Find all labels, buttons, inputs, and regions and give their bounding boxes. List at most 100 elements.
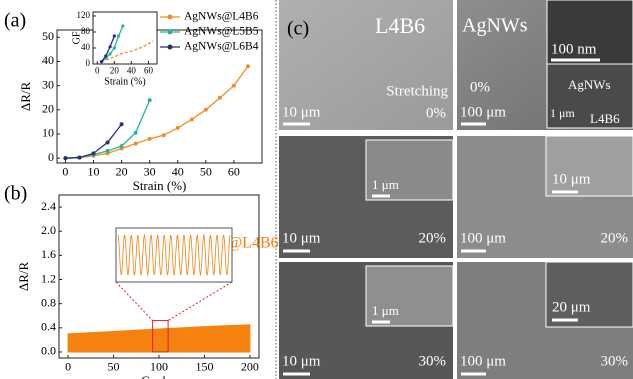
x-tick-label: 60 [144,65,154,75]
image-label: Stretching [386,83,448,99]
marker [104,54,108,58]
scale-label: 100 μm [460,230,506,246]
inset-image [365,265,454,327]
panel-label: (a) [4,10,26,32]
marker [91,151,96,156]
marker [203,107,208,112]
plot-frame [56,29,263,164]
y-axis-label: ΔR/R [18,82,33,112]
scale-label: 100 nm [551,41,597,57]
scale-label: 10 μm [552,171,591,187]
scale-label: 100 μm [460,353,506,369]
y-axis-label: ΔR/R [16,262,31,292]
image-label: AgNWs [462,15,528,37]
x-tick-label: 30 [144,164,156,178]
image-label: L4B6 [590,111,620,126]
series-line [65,65,249,159]
x-tick-label: 0 [95,65,100,75]
x-tick-label: 0 [65,359,71,373]
marker [133,130,138,135]
inset-image [546,0,633,65]
y-tick-label: 40 [81,42,91,52]
marker [105,140,110,145]
x-tick-label: 150 [195,359,213,373]
marker [147,98,152,103]
x-tick-label: 40 [172,164,184,178]
scale-label: 10 μm [282,104,321,120]
image-label: 30% [601,353,629,369]
scale-label: 10 μm [282,353,321,369]
y-tick-label: 80 [81,26,91,36]
scale-label: 1 μm [372,177,399,192]
y-tick-label: 120 [77,10,91,20]
image-label: 30% [419,353,447,369]
x-tick-label: 20 [116,164,128,178]
x-tick-label: 60 [228,164,240,178]
marker [119,144,124,149]
image-label: 20% [601,230,629,246]
y-tick-label: 1.6 [41,247,56,261]
y-tick-label: 0 [86,58,91,68]
inset-image [365,139,454,201]
y-tick-label: 0.0 [41,344,56,358]
y-tick-label: 20 [42,102,54,116]
scale-label: 1 μm [372,303,399,318]
x-tick-label: 20 [110,65,120,75]
inset-image [546,63,633,129]
y-tick-label: 2.0 [41,223,56,237]
marker [189,117,194,122]
marker [147,136,152,141]
series-line [101,35,115,62]
legend-marker [167,44,173,50]
x-tick-label: 50 [200,164,212,178]
image-label: 0% [470,79,490,95]
marker [119,122,124,127]
x-tick-label: 10 [88,164,100,178]
x-tick-label: 200 [241,359,259,373]
zoom-line [167,281,233,321]
zoom-wave [117,233,231,277]
area [67,324,251,353]
image-label: L4B6 [375,13,425,38]
marker [108,52,112,56]
y-tick-label: 1.2 [41,271,56,285]
y-tick-label: 30 [42,77,54,91]
series-line [101,40,154,63]
y-tick-label: 10 [42,126,54,140]
y-tick-label: 0.8 [41,295,56,309]
legend-marker [167,29,173,35]
scale-label: 20 μm [552,299,591,315]
plot-frame [92,11,158,65]
legend-label: AgNWs@L4B6 [184,11,259,23]
sem-image [279,0,453,130]
marker [175,125,180,130]
x-tick-label: 100 [150,359,168,373]
x-axis-label: Strain (%) [133,178,187,193]
x-tick-label: 50 [108,359,120,373]
marker [231,83,236,88]
x-tick-label: 40 [127,65,137,75]
marker [77,155,82,160]
marker [63,156,68,161]
legend-label: AgNWs@L6B4 [184,41,259,53]
y-axis-label: GF [71,31,82,44]
y-tick-label: 40 [42,53,54,67]
marker [245,64,250,69]
zoom-line [115,281,153,321]
scale-label: 1 μm [550,106,575,120]
image-label: 0% [426,105,446,121]
legend-label: AgNWs@L5B5 [184,26,259,38]
inset-image [545,135,633,197]
scale-label: 10 μm [282,230,321,246]
panel-label: (b) [4,183,27,205]
image-label: AgNWs [568,77,611,92]
marker [133,141,138,146]
marker [99,60,104,64]
x-tick-label: 0 [62,164,68,178]
marker [161,133,166,138]
y-tick-label: 0 [48,150,54,164]
marker [112,46,116,50]
legend-marker [167,14,173,20]
marker [121,24,125,28]
